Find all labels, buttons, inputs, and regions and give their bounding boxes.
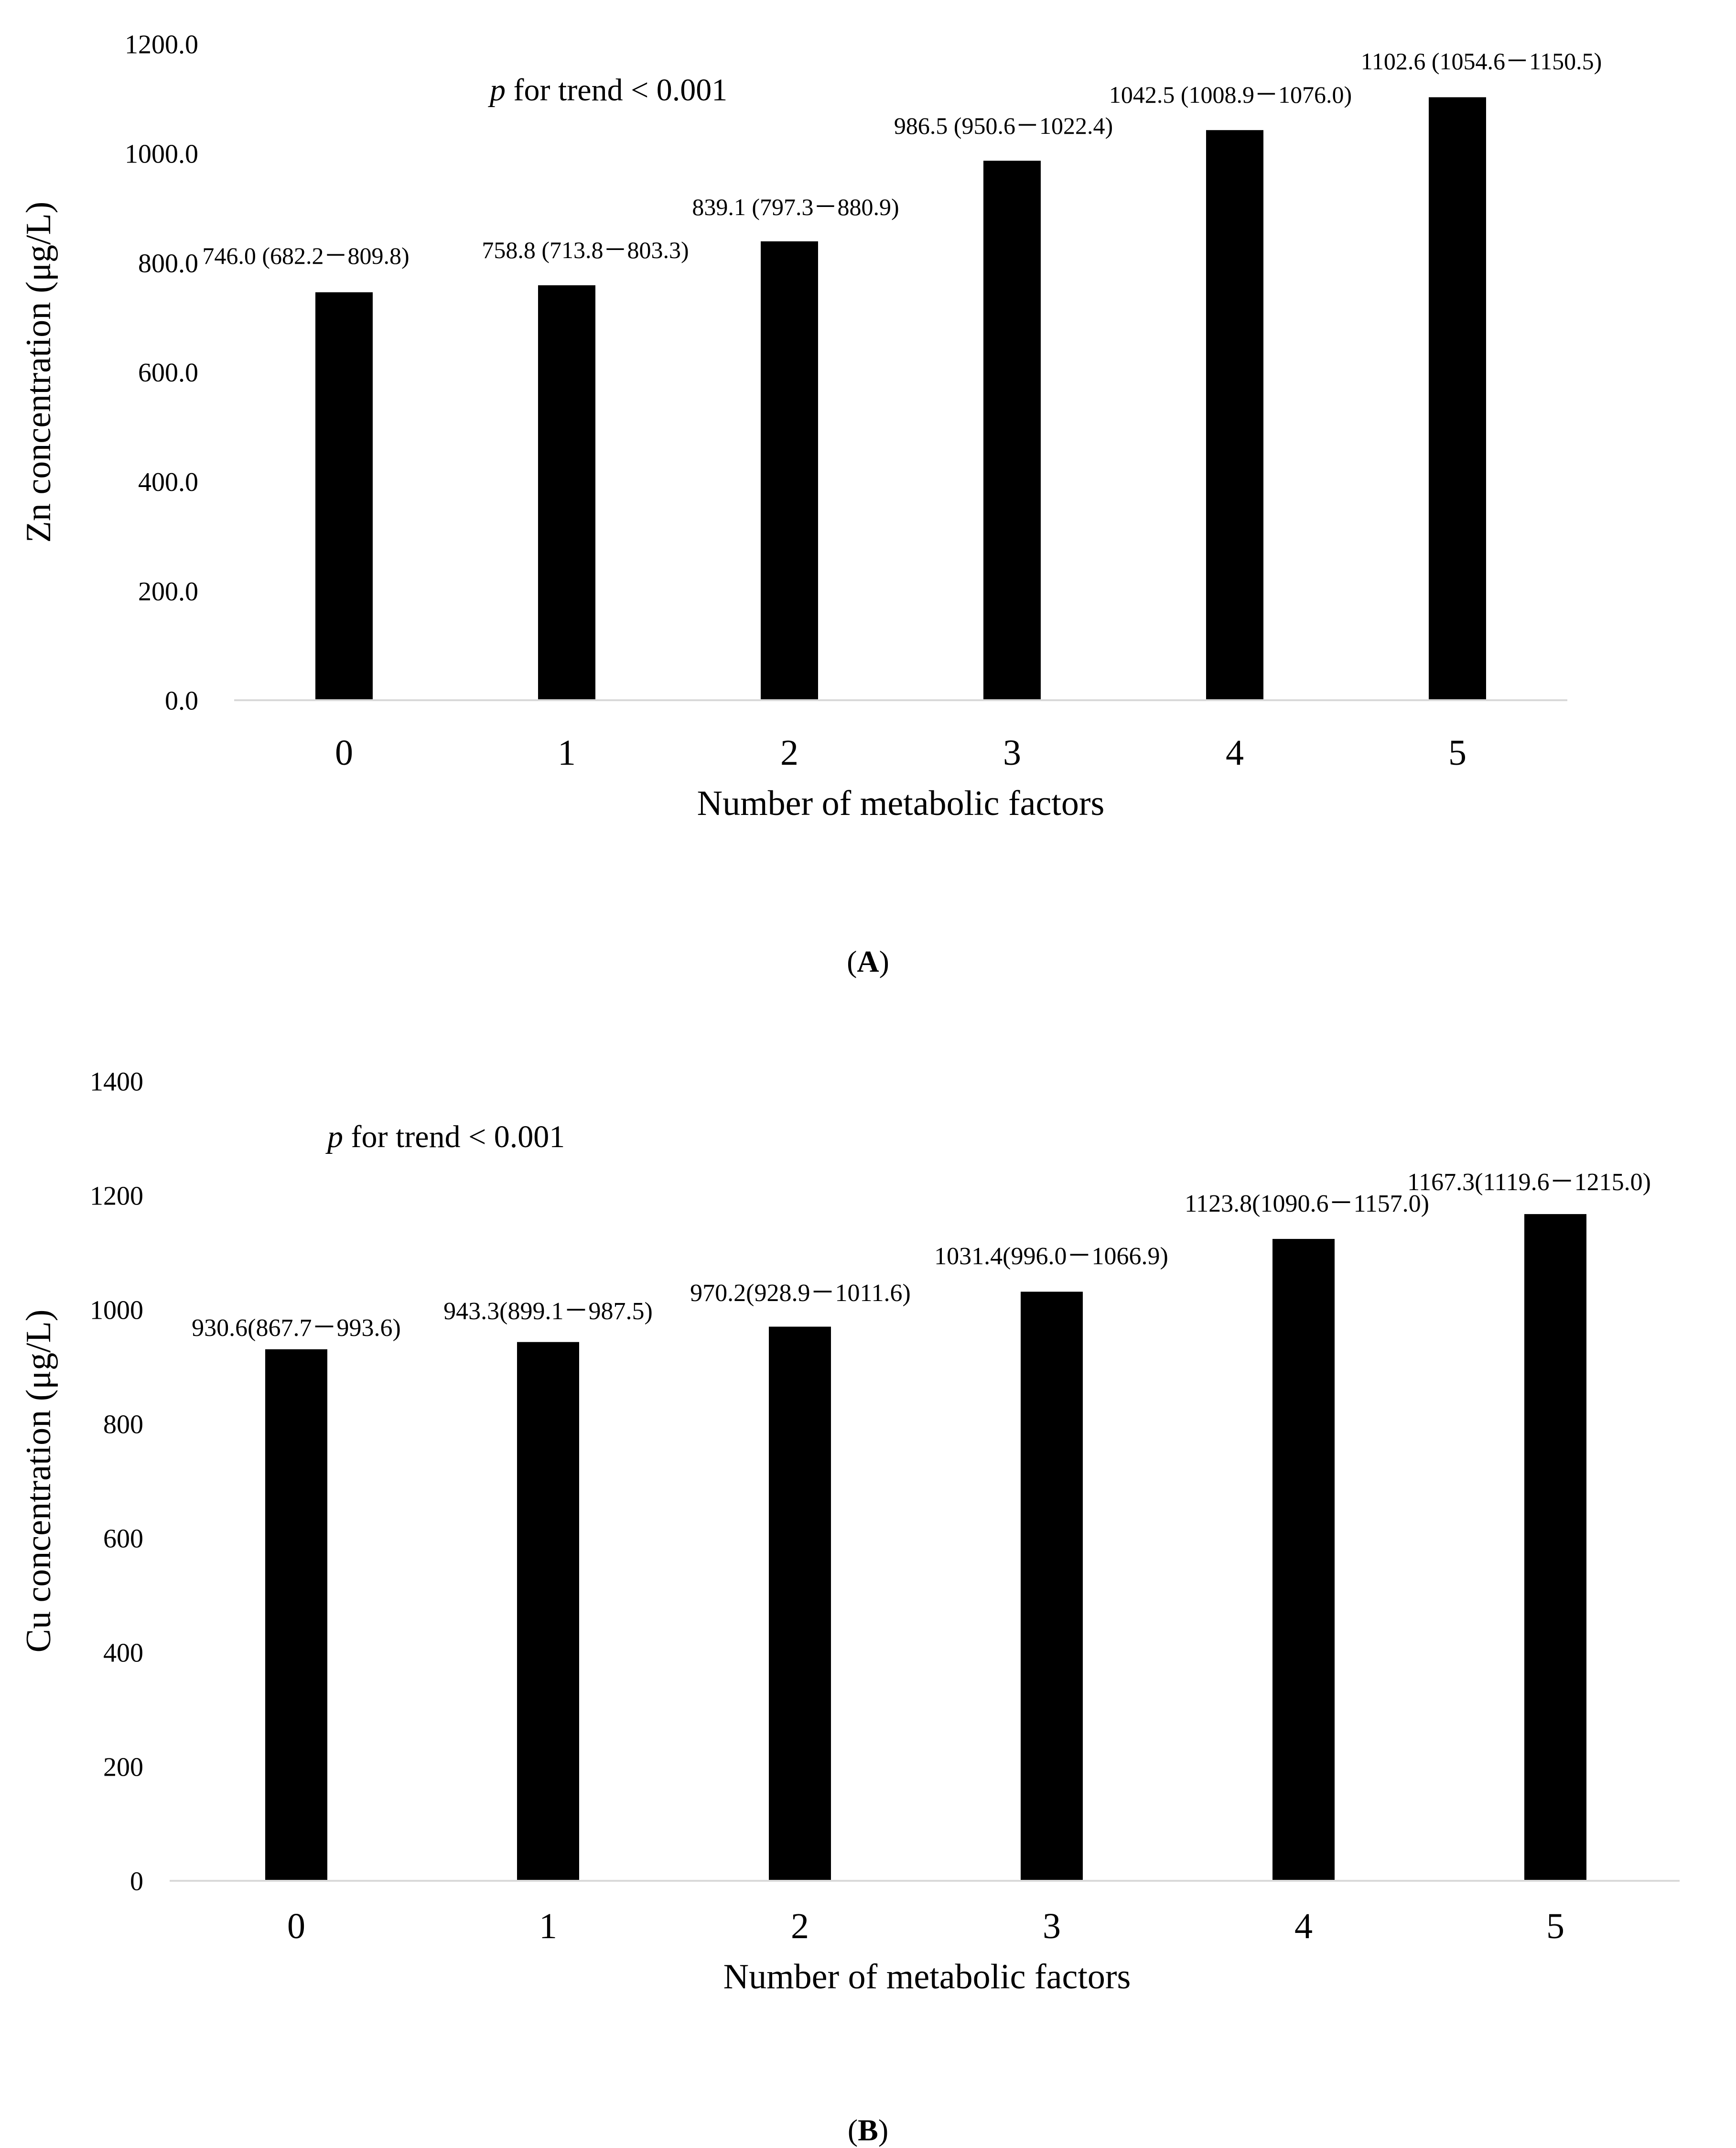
y-tick-label-b: 600 bbox=[103, 1524, 143, 1554]
data-label-b-1: 943.3(899.1－987.5) bbox=[443, 1298, 653, 1325]
x-tick-label-b: 3 bbox=[1043, 1906, 1061, 1946]
bar-b-5 bbox=[1524, 1214, 1586, 1881]
trend-annotation-p-a: p bbox=[488, 73, 506, 108]
x-axis-title-b: Number of metabolic factors bbox=[723, 1957, 1131, 1996]
data-label-b-0: 930.6(867.7－993.6) bbox=[192, 1314, 401, 1342]
data-label-b-5: 1167.3(1119.6－1215.0) bbox=[1407, 1169, 1651, 1196]
y-tick-label-b: 400 bbox=[103, 1638, 143, 1668]
y-tick-label-a: 400.0 bbox=[138, 467, 198, 497]
bar-b-3 bbox=[1021, 1291, 1083, 1881]
bar-b-0 bbox=[265, 1349, 327, 1881]
panel-label-b: (B) bbox=[847, 2113, 889, 2147]
x-tick-label-a: 0 bbox=[335, 733, 353, 773]
data-label-b-3: 1031.4(996.0－1066.9) bbox=[934, 1243, 1168, 1270]
y-tick-label-b: 1400 bbox=[90, 1067, 143, 1097]
x-axis-title-a: Number of metabolic factors bbox=[697, 784, 1105, 823]
y-tick-label-b: 0 bbox=[130, 1867, 143, 1897]
bar-a-4 bbox=[1206, 130, 1263, 700]
trend-annotation-b: p for trend < 0.001 bbox=[325, 1119, 565, 1154]
bar-a-5 bbox=[1429, 97, 1486, 700]
x-tick-label-b: 1 bbox=[539, 1906, 557, 1946]
y-axis-title-b: Cu concentration (μg/L) bbox=[19, 1310, 58, 1653]
data-label-a-5: 1102.6 (1054.6－1150.5) bbox=[1361, 48, 1602, 75]
x-tick-label-a: 2 bbox=[780, 733, 798, 773]
bar-a-0 bbox=[315, 292, 373, 700]
panel-label-a: (A) bbox=[847, 944, 889, 978]
x-tick-label-a: 4 bbox=[1226, 733, 1244, 773]
data-label-a-3: 986.5 (950.6－1022.4) bbox=[894, 112, 1113, 139]
data-label-b-2: 970.2(928.9－1011.6) bbox=[690, 1280, 911, 1307]
y-tick-label-b: 1000 bbox=[90, 1296, 143, 1325]
bar-b-1 bbox=[517, 1342, 579, 1881]
y-tick-label-a: 200.0 bbox=[138, 577, 198, 607]
x-tick-label-a: 1 bbox=[558, 733, 576, 773]
y-tick-label-b: 800 bbox=[103, 1410, 143, 1440]
bar-a-2 bbox=[761, 241, 818, 700]
y-tick-label-a: 1200.0 bbox=[125, 30, 198, 60]
data-label-b-4: 1123.8(1090.6－1157.0) bbox=[1185, 1190, 1429, 1217]
trend-annotation-text-b: for trend < 0.001 bbox=[343, 1119, 565, 1154]
data-label-a-2: 839.1 (797.3－880.9) bbox=[692, 194, 899, 220]
y-tick-label-b: 1200 bbox=[90, 1182, 143, 1211]
x-tick-label-b: 4 bbox=[1294, 1906, 1313, 1946]
y-axis-title-a: Zn concentration (μg/L) bbox=[19, 202, 58, 543]
y-tick-label-a: 1000.0 bbox=[125, 139, 198, 169]
x-tick-label-b: 2 bbox=[791, 1906, 809, 1946]
bar-b-2 bbox=[769, 1326, 831, 1881]
bar-a-3 bbox=[983, 161, 1041, 701]
trend-annotation-text-a: for trend < 0.001 bbox=[506, 73, 727, 108]
y-tick-label-b: 200 bbox=[103, 1753, 143, 1782]
bar-a-1 bbox=[538, 285, 595, 700]
trend-annotation-a: p for trend < 0.001 bbox=[488, 73, 727, 108]
x-tick-label-a: 3 bbox=[1003, 733, 1021, 773]
y-tick-label-a: 0.0 bbox=[165, 686, 198, 716]
y-tick-label-a: 800.0 bbox=[138, 249, 198, 278]
x-tick-label-a: 5 bbox=[1448, 733, 1466, 773]
bar-b-4 bbox=[1272, 1239, 1335, 1881]
data-label-a-4: 1042.5 (1008.9－1076.0) bbox=[1109, 81, 1352, 108]
trend-annotation-p-b: p bbox=[325, 1119, 343, 1154]
data-label-a-1: 758.8 (713.8－803.3) bbox=[482, 237, 689, 263]
x-tick-label-b: 0 bbox=[287, 1906, 305, 1946]
x-tick-label-b: 5 bbox=[1546, 1906, 1564, 1946]
y-tick-label-a: 600.0 bbox=[138, 358, 198, 388]
data-label-a-0: 746.0 (682.2－809.8) bbox=[202, 242, 409, 269]
